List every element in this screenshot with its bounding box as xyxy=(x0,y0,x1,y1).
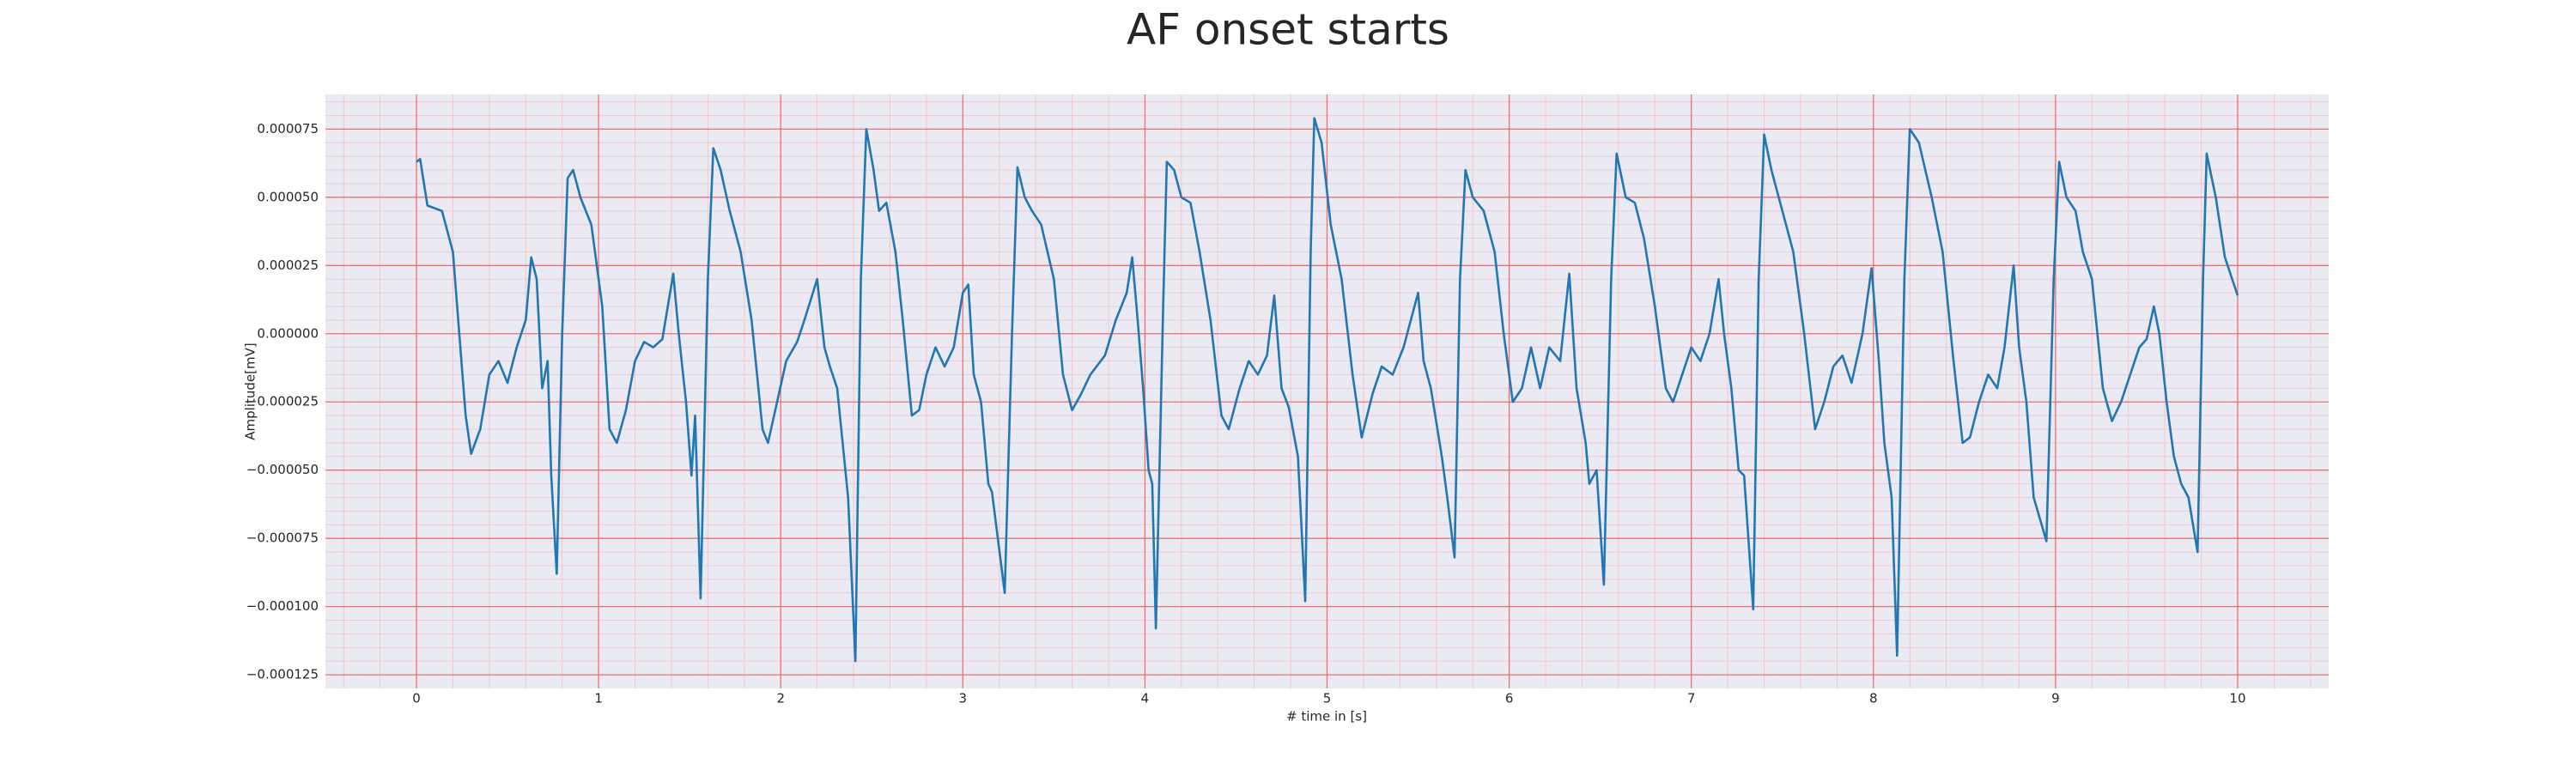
x-tick-label: 0 xyxy=(412,691,421,706)
x-tick-label: 5 xyxy=(1323,691,1332,706)
y-tick-label: −0.000050 xyxy=(246,462,319,477)
y-tick-label: 0.000050 xyxy=(257,189,319,204)
y-tick-label: 0.000025 xyxy=(257,258,319,273)
x-tick-label: 9 xyxy=(2051,691,2060,706)
y-tick-label: 0.000000 xyxy=(257,325,319,341)
x-tick-label: 7 xyxy=(1687,691,1696,706)
signal-line xyxy=(416,117,2239,663)
y-tick-label: −0.000025 xyxy=(246,394,319,409)
x-tick-label: 2 xyxy=(776,691,785,706)
y-tick-label: −0.000075 xyxy=(246,530,319,546)
x-axis-label: # time in [s] xyxy=(1286,709,1367,724)
y-tick-label: −0.000100 xyxy=(246,598,319,614)
x-tick-label: 1 xyxy=(594,691,603,706)
chart-title: AF onset starts xyxy=(1127,5,1449,55)
y-tick-label: 0.000075 xyxy=(257,121,319,136)
x-tick-label: 8 xyxy=(1869,691,1878,706)
x-tick-label: 10 xyxy=(2229,691,2245,706)
y-axis-label: Amplitude[mV] xyxy=(243,343,258,440)
x-tick-label: 6 xyxy=(1505,691,1514,706)
x-tick-label: 4 xyxy=(1141,691,1150,706)
y-tick-label: −0.000125 xyxy=(246,667,319,682)
x-tick-label: 3 xyxy=(959,691,968,706)
